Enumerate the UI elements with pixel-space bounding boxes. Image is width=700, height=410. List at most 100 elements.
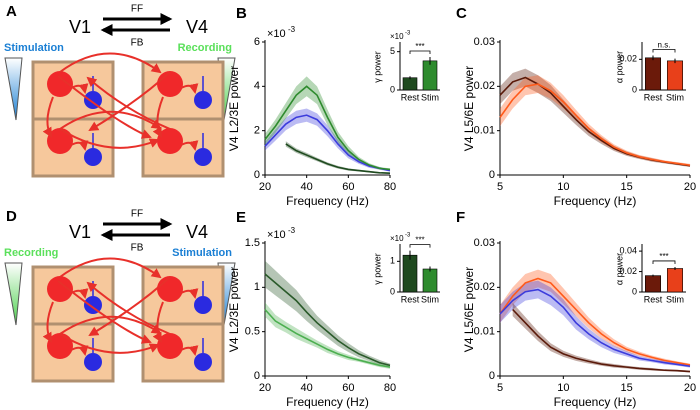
area-label: V4 bbox=[186, 222, 208, 242]
y-axis-label: α power bbox=[614, 51, 624, 83]
panel-letter: A bbox=[6, 3, 17, 20]
x-tick-label: 10 bbox=[557, 181, 569, 193]
y-tick-label: 1.5 bbox=[245, 237, 260, 249]
y-axis-label: V4 L5/6E power bbox=[462, 66, 476, 151]
series-line bbox=[285, 143, 391, 175]
excitatory-neuron bbox=[47, 71, 73, 97]
connection bbox=[88, 276, 171, 337]
error-band bbox=[500, 280, 690, 368]
connection bbox=[180, 140, 199, 151]
panel-letter: C bbox=[456, 5, 467, 22]
connection bbox=[70, 140, 89, 151]
y-tick-label: 0.02 bbox=[474, 80, 495, 92]
y-tick-label: 0.03 bbox=[474, 36, 495, 48]
connection bbox=[70, 345, 89, 356]
y-tick-label: 5 bbox=[390, 46, 395, 56]
fb-label: FB bbox=[131, 243, 144, 254]
y-axis-label: V4 L2/3E power bbox=[227, 66, 241, 151]
x-tick-label: Rest bbox=[644, 92, 663, 102]
electrode-label: Stimulation bbox=[4, 42, 64, 54]
connection bbox=[180, 288, 199, 299]
connection bbox=[59, 257, 162, 279]
x-tick-label: 60 bbox=[342, 382, 354, 394]
x-tick-label: Rest bbox=[401, 92, 420, 102]
electrode-label: Recording bbox=[178, 42, 232, 54]
connection bbox=[59, 52, 162, 74]
electrode-label: Stimulation bbox=[172, 247, 232, 259]
bar bbox=[666, 268, 683, 293]
y-tick-label: 0 bbox=[254, 370, 260, 382]
x-tick-label: Rest bbox=[401, 294, 420, 304]
inhibitory-neuron bbox=[194, 353, 212, 371]
inhibitory-neuron bbox=[194, 91, 212, 109]
ff-label: FF bbox=[131, 4, 143, 15]
connection bbox=[57, 280, 152, 344]
ff-label: FF bbox=[131, 209, 143, 220]
y-tick-label: 2 bbox=[254, 125, 260, 137]
connection bbox=[59, 333, 160, 354]
circuit-diagram: A V1 V4 FF FB Stimulation Recording bbox=[4, 3, 236, 178]
x-tick-label: Stim bbox=[421, 294, 439, 304]
excitatory-neuron bbox=[157, 71, 183, 97]
y-tick-label: 0 bbox=[390, 286, 395, 296]
y-tick-label: 0.01 bbox=[474, 326, 495, 338]
y-multiplier: ×10 bbox=[267, 28, 286, 40]
bar bbox=[422, 268, 438, 293]
excitatory-neuron bbox=[47, 333, 73, 359]
y-multiplier: ×10 bbox=[390, 32, 404, 41]
electrode bbox=[4, 262, 23, 326]
inhibitory-neuron bbox=[194, 296, 212, 314]
series-line bbox=[512, 308, 691, 373]
y-axis-label: α power bbox=[614, 253, 624, 285]
series-line bbox=[264, 114, 391, 172]
series-line bbox=[499, 277, 691, 366]
y-multiplier: ×10 bbox=[267, 229, 286, 241]
error-band bbox=[500, 68, 690, 168]
y-tick-label: 1 bbox=[254, 281, 260, 293]
y-tick-label: 1 bbox=[390, 256, 395, 266]
y-tick-label: 0 bbox=[489, 169, 495, 181]
y-tick-label: 0 bbox=[390, 84, 395, 94]
x-tick-label: 40 bbox=[301, 382, 313, 394]
inhibitory-neuron bbox=[84, 148, 102, 166]
y-multiplier-exponent: -3 bbox=[288, 25, 296, 34]
y-tick-label: 0 bbox=[489, 370, 495, 382]
connection bbox=[86, 281, 171, 335]
y-axis-label: γ power bbox=[372, 253, 382, 285]
significance-bracket bbox=[652, 49, 676, 53]
y-tick-label: 4 bbox=[254, 80, 260, 92]
electrode bbox=[4, 57, 23, 121]
connection bbox=[59, 315, 162, 335]
series-line bbox=[499, 83, 691, 167]
y-axis-label: V4 L2/3E power bbox=[227, 267, 241, 352]
connection bbox=[180, 83, 199, 94]
error-band bbox=[265, 76, 390, 171]
panel-letter: D bbox=[6, 208, 17, 225]
significance-label: *** bbox=[415, 236, 424, 245]
y-tick-label: 0.02 bbox=[619, 266, 637, 276]
area-label: V1 bbox=[69, 222, 91, 242]
significance-label: *** bbox=[659, 252, 668, 261]
fb-label: FB bbox=[131, 38, 144, 49]
excitatory-neuron bbox=[47, 128, 73, 154]
series-line bbox=[264, 308, 391, 368]
inhibitory-neuron bbox=[84, 296, 102, 314]
x-axis-label: Frequency (Hz) bbox=[554, 395, 637, 409]
bar bbox=[644, 275, 661, 293]
bar bbox=[666, 60, 683, 91]
panel-letter: B bbox=[236, 5, 247, 22]
x-tick-label: 60 bbox=[342, 181, 354, 193]
x-tick-label: 40 bbox=[301, 181, 313, 193]
error-band bbox=[500, 75, 690, 167]
x-tick-label: 20 bbox=[259, 181, 271, 193]
x-tick-label: 5 bbox=[497, 382, 503, 394]
panel-letter: E bbox=[236, 209, 246, 226]
x-tick-label: 20 bbox=[684, 382, 696, 394]
excitatory-neuron bbox=[157, 276, 183, 302]
x-tick-label: 20 bbox=[684, 181, 696, 193]
y-tick-label: 0.04 bbox=[619, 245, 637, 255]
x-tick-label: Stim bbox=[666, 92, 684, 102]
significance-bracket bbox=[652, 260, 676, 264]
bar bbox=[422, 60, 438, 91]
y-tick-label: 0.03 bbox=[474, 237, 495, 249]
